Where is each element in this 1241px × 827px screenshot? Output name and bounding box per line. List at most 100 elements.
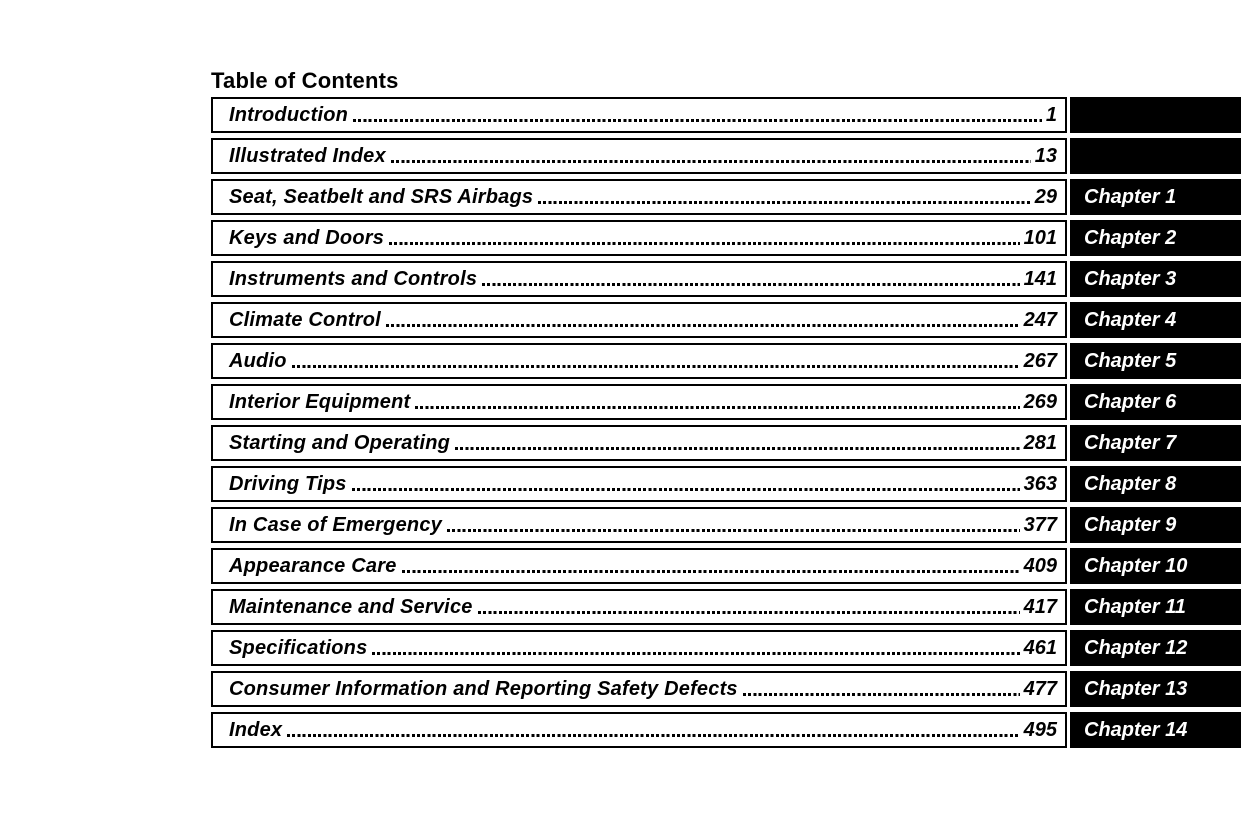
- toc-page-number: 141: [1023, 267, 1057, 290]
- toc-page-number: 495: [1023, 718, 1057, 741]
- chapter-tab-label: Chapter 1: [1084, 185, 1177, 208]
- toc-entry-title: Keys and Doors: [229, 226, 385, 249]
- toc-row: Seat, Seatbelt and SRS Airbags 29 Chapte…: [211, 179, 1241, 215]
- chapter-tab-label: Chapter 9: [1084, 513, 1177, 536]
- toc-page-number: 1: [1045, 103, 1057, 126]
- chapter-tab: Chapter 3: [1070, 261, 1241, 297]
- toc-row: Index 495 Chapter 14: [211, 712, 1241, 748]
- dot-leader: [385, 304, 1020, 336]
- dot-leader: [372, 632, 1020, 664]
- chapter-tab: Chapter 1: [1070, 179, 1241, 215]
- toc-row: In Case of Emergency 377 Chapter 9: [211, 507, 1241, 543]
- chapter-tab: Chapter 2: [1070, 220, 1241, 256]
- chapter-tab: Chapter 9: [1070, 507, 1241, 543]
- toc-page-number: 281: [1023, 431, 1057, 454]
- dot-leader: [287, 714, 1020, 746]
- chapter-tab-label: Chapter 13: [1084, 677, 1188, 700]
- toc-row: Interior Equipment 269 Chapter 6: [211, 384, 1241, 420]
- toc-row: Specifications 461 Chapter 12: [211, 630, 1241, 666]
- toc-entry-box: Appearance Care 409: [211, 548, 1067, 584]
- toc-entry-box: Instruments and Controls 141: [211, 261, 1067, 297]
- toc-row: Maintenance and Service 417 Chapter 11: [211, 589, 1241, 625]
- chapter-tab: Chapter 4: [1070, 302, 1241, 338]
- table-of-contents: Introduction 1 Illustrated Index 13 Seat…: [211, 97, 1241, 753]
- toc-entry-title: In Case of Emergency: [229, 513, 442, 536]
- toc-entry-title: Specifications: [229, 636, 368, 659]
- toc-page-number: 409: [1023, 554, 1057, 577]
- chapter-tab: Chapter 5: [1070, 343, 1241, 379]
- dot-leader: [353, 99, 1042, 131]
- toc-page-number: 417: [1023, 595, 1057, 618]
- dot-leader: [389, 222, 1020, 254]
- chapter-tab-label: Chapter 10: [1084, 554, 1188, 577]
- toc-page-number: 477: [1023, 677, 1057, 700]
- toc-entry-title: Climate Control: [229, 308, 381, 331]
- chapter-tab: Chapter 11: [1070, 589, 1241, 625]
- toc-row: Instruments and Controls 141 Chapter 3: [211, 261, 1241, 297]
- toc-row: Driving Tips 363 Chapter 8: [211, 466, 1241, 502]
- chapter-tab-label: Chapter 3: [1084, 267, 1177, 290]
- toc-entry-title: Introduction: [229, 103, 349, 126]
- chapter-tab: Chapter 7: [1070, 425, 1241, 461]
- toc-entry-title: Maintenance and Service: [229, 595, 473, 618]
- toc-page-number: 363: [1023, 472, 1057, 495]
- toc-entry-title: Index: [229, 718, 283, 741]
- chapter-tab-label: Chapter 5: [1084, 349, 1177, 372]
- dot-leader: [455, 427, 1020, 459]
- chapter-tab-label: Chapter 14: [1084, 718, 1188, 741]
- toc-entry-title: Driving Tips: [229, 472, 347, 495]
- toc-page-number: 267: [1023, 349, 1057, 372]
- toc-entry-box: Climate Control 247: [211, 302, 1067, 338]
- chapter-tab-label: Chapter 4: [1084, 308, 1177, 331]
- chapter-tab-label: Chapter 7: [1084, 431, 1177, 454]
- toc-entry-box: Maintenance and Service 417: [211, 589, 1067, 625]
- chapter-tab-label: Chapter 12: [1084, 636, 1188, 659]
- toc-entry-box: Starting and Operating 281: [211, 425, 1067, 461]
- toc-entry-box: Introduction 1: [211, 97, 1067, 133]
- chapter-tab-label: Chapter 2: [1084, 226, 1177, 249]
- dot-leader: [446, 509, 1020, 541]
- toc-entry-box: Keys and Doors 101: [211, 220, 1067, 256]
- chapter-tab: Chapter 12: [1070, 630, 1241, 666]
- toc-page-number: 13: [1034, 144, 1057, 167]
- chapter-tab: [1070, 97, 1241, 133]
- chapter-tab: Chapter 10: [1070, 548, 1241, 584]
- toc-entry-box: Illustrated Index 13: [211, 138, 1067, 174]
- chapter-tab-label: Chapter 8: [1084, 472, 1177, 495]
- toc-entry-box: Driving Tips 363: [211, 466, 1067, 502]
- toc-entry-box: Specifications 461: [211, 630, 1067, 666]
- toc-entry-title: Interior Equipment: [229, 390, 411, 413]
- toc-entry-title: Illustrated Index: [229, 144, 386, 167]
- chapter-tab-label: Chapter 6: [1084, 390, 1177, 413]
- toc-page-number: 29: [1034, 185, 1057, 208]
- dot-leader: [401, 550, 1020, 582]
- toc-page-number: 101: [1023, 226, 1057, 249]
- dot-leader: [351, 468, 1020, 500]
- dot-leader: [482, 263, 1020, 295]
- toc-page-number: 269: [1023, 390, 1057, 413]
- toc-entry-box: Interior Equipment 269: [211, 384, 1067, 420]
- dot-leader: [742, 673, 1020, 705]
- chapter-tab: Chapter 13: [1070, 671, 1241, 707]
- chapter-tab-label: Chapter 11: [1084, 595, 1186, 618]
- page-title: Table of Contents: [211, 67, 399, 93]
- toc-row: Introduction 1: [211, 97, 1241, 133]
- dot-leader: [538, 181, 1031, 213]
- toc-row: Climate Control 247 Chapter 4: [211, 302, 1241, 338]
- toc-entry-title: Consumer Information and Reporting Safet…: [229, 677, 738, 700]
- chapter-tab: Chapter 8: [1070, 466, 1241, 502]
- chapter-tab: [1070, 138, 1241, 174]
- toc-page-number: 377: [1023, 513, 1057, 536]
- toc-entry-title: Seat, Seatbelt and SRS Airbags: [229, 185, 534, 208]
- dot-leader: [477, 591, 1020, 623]
- dot-leader: [415, 386, 1020, 418]
- toc-row: Starting and Operating 281 Chapter 7: [211, 425, 1241, 461]
- toc-page-number: 247: [1023, 308, 1057, 331]
- toc-row: Keys and Doors 101 Chapter 2: [211, 220, 1241, 256]
- toc-entry-title: Audio: [229, 349, 287, 372]
- toc-row: Appearance Care 409 Chapter 10: [211, 548, 1241, 584]
- chapter-tab: Chapter 14: [1070, 712, 1241, 748]
- toc-page-number: 461: [1023, 636, 1057, 659]
- toc-row: Consumer Information and Reporting Safet…: [211, 671, 1241, 707]
